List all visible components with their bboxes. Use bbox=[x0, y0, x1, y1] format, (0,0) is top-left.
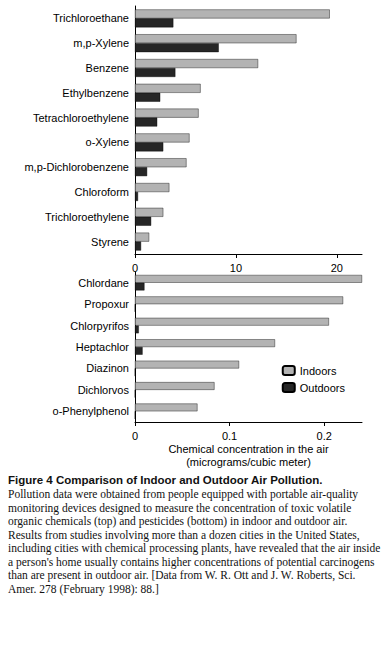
svg-text:o-Phenylphenol: o-Phenylphenol bbox=[53, 405, 129, 417]
svg-text:Chloroform: Chloroform bbox=[75, 186, 129, 198]
svg-text:Heptachlor: Heptachlor bbox=[76, 341, 130, 353]
svg-text:Chlorpyrifos: Chlorpyrifos bbox=[70, 320, 129, 332]
svg-text:10: 10 bbox=[230, 262, 242, 274]
svg-text:0: 0 bbox=[132, 430, 138, 442]
svg-text:Trichloroethane: Trichloroethane bbox=[53, 12, 129, 24]
svg-text:Outdoors: Outdoors bbox=[300, 382, 346, 394]
svg-text:m,p-Xylene: m,p-Xylene bbox=[73, 37, 129, 49]
svg-text:Tetrachloroethylene: Tetrachloroethylene bbox=[33, 112, 129, 124]
svg-text:m,p-Dichlorobenzene: m,p-Dichlorobenzene bbox=[24, 161, 129, 173]
html-text:Pollution data were obtained f: Pollution data were obtained from people… bbox=[8, 488, 381, 595]
svg-text:Indoors: Indoors bbox=[300, 365, 337, 377]
svg-text:o-Xylene: o-Xylene bbox=[86, 136, 129, 148]
svg-text:Propoxur: Propoxur bbox=[84, 298, 129, 310]
svg-text:20: 20 bbox=[331, 262, 343, 274]
svg-text:0.2: 0.2 bbox=[317, 430, 332, 442]
svg-text:Dichlorvos: Dichlorvos bbox=[78, 384, 130, 396]
svg-text:(micrograms/cubic meter): (micrograms/cubic meter) bbox=[186, 456, 311, 468]
svg-text:0: 0 bbox=[132, 262, 138, 274]
svg-text:Chlordane: Chlordane bbox=[78, 277, 129, 289]
svg-text:Diazinon: Diazinon bbox=[86, 362, 129, 374]
svg-text:Trichloroethylene: Trichloroethylene bbox=[45, 211, 129, 223]
svg-text:0.1: 0.1 bbox=[222, 430, 237, 442]
svg-text:Chemical concentration in the: Chemical concentration in the air bbox=[168, 443, 329, 455]
svg-text:Benzene: Benzene bbox=[86, 62, 129, 74]
svg-text:Styrene: Styrene bbox=[91, 236, 129, 248]
html-text:Figure 4 Comparison of Indoor: Figure 4 Comparison of Indoor and Outdoo… bbox=[8, 474, 323, 486]
svg-text:Ethylbenzene: Ethylbenzene bbox=[62, 87, 129, 99]
